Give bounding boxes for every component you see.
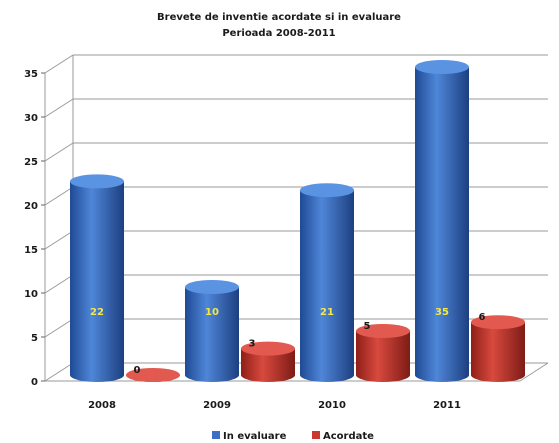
chart-title: Brevete de inventie acordate si in evalu… <box>157 12 401 23</box>
bar-body <box>241 348 295 382</box>
bar-top <box>70 174 124 189</box>
legend-swatch-acordate <box>312 431 320 439</box>
y-tick-label: 15 <box>24 245 38 256</box>
y-tick-label: 20 <box>24 201 38 212</box>
y-axis-ticks: 0 5 10 15 20 25 30 35 <box>24 69 45 388</box>
gridline-diagonal <box>44 230 74 250</box>
bar-top <box>126 368 180 382</box>
x-tick-label: 2010 <box>318 400 346 411</box>
bar-in-evaluare-2008: 22 <box>70 174 124 382</box>
bar-body <box>300 190 354 382</box>
bar-top <box>356 324 410 338</box>
bar-top <box>185 280 239 294</box>
data-label-in-evaluare: 21 <box>320 307 334 318</box>
bar-acordate-2011: 6 <box>471 312 525 382</box>
gridline-diagonal <box>44 98 74 118</box>
gridline-diagonal <box>44 142 74 162</box>
x-tick-label: 2011 <box>433 400 461 411</box>
gridline-diagonal <box>44 186 74 206</box>
data-label-in-evaluare: 10 <box>205 307 219 318</box>
bar-body <box>415 67 469 382</box>
bar-acordate-2010: 5 <box>356 321 410 382</box>
x-tick-label: 2009 <box>203 400 231 411</box>
bar-top <box>415 60 469 74</box>
data-label-acordate: 0 <box>134 365 141 376</box>
bar-in-evaluare-2009: 10 <box>185 280 239 382</box>
bar-in-evaluare-2010: 21 <box>300 183 354 382</box>
y-tick-label: 10 <box>24 289 38 300</box>
gridline-diagonal <box>44 274 74 294</box>
data-label-acordate: 6 <box>479 312 486 323</box>
legend-swatch-in-evaluare <box>212 431 220 439</box>
gridline-diagonal <box>44 318 74 338</box>
data-label-acordate: 5 <box>364 321 371 332</box>
data-label-acordate: 3 <box>249 339 256 350</box>
legend-label-in-evaluare: In evaluare <box>223 431 287 442</box>
y-tick-label: 35 <box>24 69 38 80</box>
bar-top <box>241 341 295 356</box>
legend-label-acordate: Acordate <box>323 431 374 442</box>
bar-body <box>185 287 239 382</box>
bars: 22 0 10 3 21 5 35 6 <box>70 60 525 382</box>
data-label-in-evaluare: 35 <box>435 307 449 318</box>
bar-body <box>70 181 124 382</box>
y-tick-label: 5 <box>31 333 38 344</box>
legend: In evaluare Acordate <box>212 431 374 442</box>
bar-in-evaluare-2011: 35 <box>415 60 469 382</box>
bar-top <box>471 315 525 330</box>
bar-body <box>471 322 525 382</box>
bar-acordate-2009: 3 <box>241 339 295 382</box>
y-tick-label: 0 <box>31 377 38 388</box>
floor-right-edge <box>519 362 549 382</box>
y-tick-label: 25 <box>24 157 38 168</box>
y-tick-label: 30 <box>24 113 38 124</box>
data-label-in-evaluare: 22 <box>90 307 104 318</box>
bar-body <box>356 331 410 382</box>
x-axis-labels: 2008 2009 2010 2011 <box>88 400 461 411</box>
gridline-diagonal <box>44 54 74 74</box>
bar-top <box>300 183 354 198</box>
x-tick-label: 2008 <box>88 400 116 411</box>
bar-acordate-2008: 0 <box>126 365 180 382</box>
gridline-diagonal <box>44 362 74 382</box>
chart-subtitle: Perioada 2008-2011 <box>222 28 335 39</box>
